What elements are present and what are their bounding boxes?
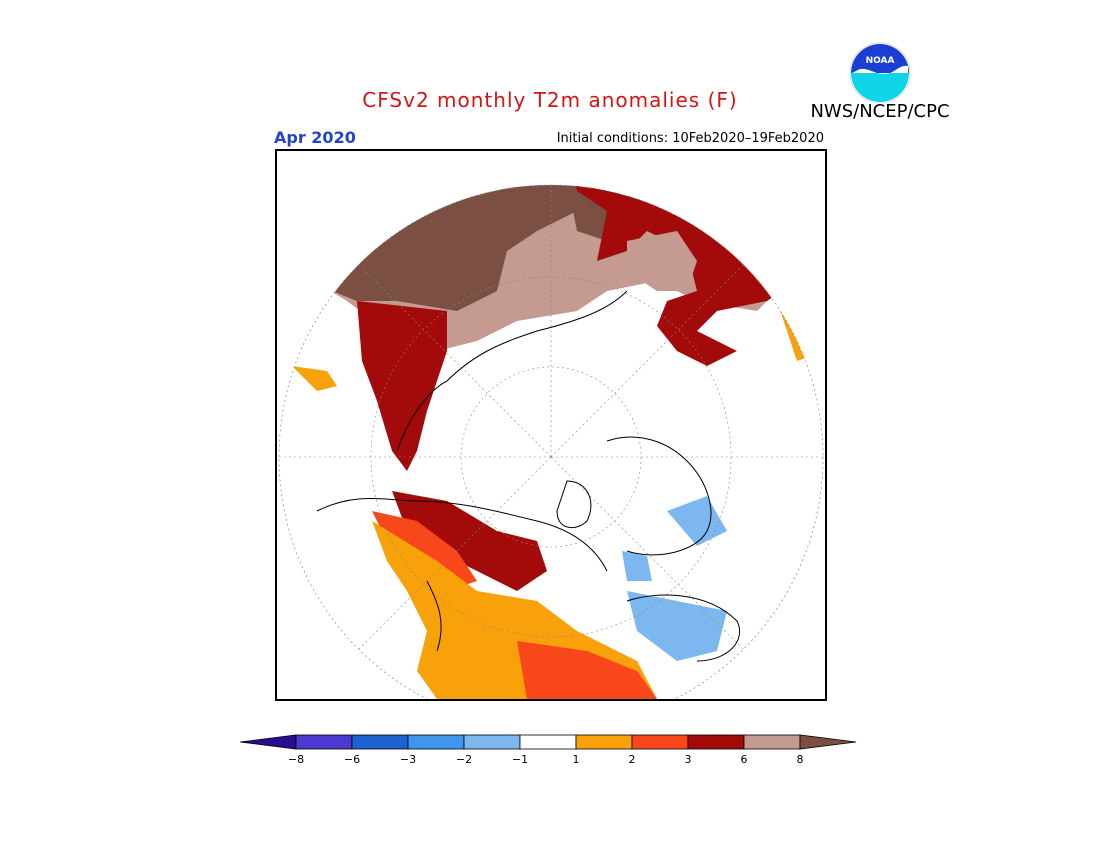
colorbar-tick-label: 2 xyxy=(628,753,636,766)
anomaly-region-cold-1 xyxy=(667,496,727,546)
initial-conditions-label: Initial conditions: 10Feb2020–19Feb2020 xyxy=(556,131,824,146)
coastlines xyxy=(316,290,740,662)
valid-month-label: Apr 2020 xyxy=(274,128,356,147)
colorbar-bin-1 xyxy=(295,734,353,750)
colorbar-bin-6 xyxy=(575,734,633,750)
graticule xyxy=(279,185,823,650)
noaa-seal-icon: NOAA xyxy=(849,42,911,104)
colorbar-bin-9 xyxy=(743,734,801,750)
anomaly-region-cold-2 xyxy=(627,591,727,661)
colorbar-bin-7 xyxy=(631,734,689,750)
colorbar-tick-label: −2 xyxy=(455,753,473,766)
anomaly-region-cold-3 xyxy=(622,551,652,581)
colorbar-bin-3 xyxy=(407,734,465,750)
colorbar-tick-label: −1 xyxy=(511,753,529,766)
colorbar-bin-10 xyxy=(799,734,857,750)
noaa-logo-text: NOAA xyxy=(866,56,895,66)
anomaly-region-europe-rose xyxy=(627,231,697,291)
colorbar-tick-label: 1 xyxy=(572,753,580,766)
anomaly-region-alaska-coast xyxy=(292,366,337,391)
map-edge xyxy=(278,184,824,699)
agency-label: NWS/NCEP/CPC xyxy=(810,101,950,122)
colorbar-bin-2 xyxy=(351,734,409,750)
anomaly-region-north-america-red xyxy=(372,511,477,591)
colorbar-tick-label: −3 xyxy=(399,753,417,766)
colorbar-tick-label: 3 xyxy=(684,753,692,766)
colorbar-tick-label: 6 xyxy=(740,753,748,766)
anomaly-field xyxy=(279,185,823,699)
colorbar-bin-0 xyxy=(240,734,297,750)
colorbar-bin-5 xyxy=(519,734,577,750)
colorbar-bin-4 xyxy=(463,734,521,750)
colorbar xyxy=(240,734,857,750)
polar-map xyxy=(275,149,827,701)
colorbar-tick-label: −6 xyxy=(343,753,361,766)
page-title: CFSv2 monthly T2m anomalies (F) xyxy=(362,88,738,112)
anomaly-region-canada-warm xyxy=(392,491,547,591)
anomaly-region-us-red xyxy=(517,641,657,699)
anomaly-region-alaska-warm xyxy=(357,301,447,471)
colorbar-tick-label: −8 xyxy=(287,753,305,766)
colorbar-bin-8 xyxy=(687,734,745,750)
colorbar-tick-label: 8 xyxy=(796,753,804,766)
